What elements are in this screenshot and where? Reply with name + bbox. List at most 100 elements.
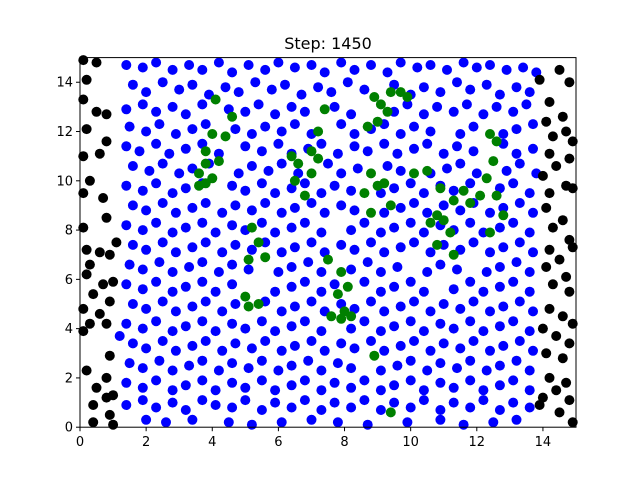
data-point (151, 57, 162, 68)
data-point (336, 313, 347, 324)
data-point (78, 222, 89, 233)
data-point (299, 316, 310, 327)
data-point (551, 385, 562, 396)
data-point (435, 183, 446, 194)
data-point (230, 239, 241, 250)
data-point (514, 198, 525, 208)
data-point (452, 363, 462, 374)
data-point (409, 143, 419, 154)
data-point (167, 286, 178, 297)
data-point (435, 358, 446, 369)
data-point (141, 205, 152, 216)
data-point (81, 244, 92, 255)
data-point (491, 101, 502, 112)
data-point (438, 200, 449, 211)
data-point (468, 121, 479, 132)
data-point (323, 158, 333, 169)
series-0 (114, 57, 542, 430)
data-point (346, 225, 357, 236)
data-point (299, 217, 310, 228)
data-point (392, 148, 403, 159)
data-point (342, 77, 353, 88)
data-point (375, 99, 386, 110)
data-point (494, 321, 505, 332)
data-point (547, 279, 558, 290)
data-point (184, 262, 195, 272)
data-point (104, 296, 115, 307)
data-point (511, 414, 522, 425)
data-point (243, 363, 254, 374)
data-point (81, 74, 92, 85)
data-point (299, 106, 310, 117)
data-point (551, 161, 562, 171)
data-point (286, 151, 297, 162)
data-point (180, 380, 191, 391)
data-point (544, 188, 555, 199)
data-point (468, 146, 479, 157)
data-point (293, 158, 304, 169)
data-point (465, 217, 476, 228)
data-point (329, 397, 340, 408)
data-point (306, 414, 317, 425)
data-point (141, 303, 152, 314)
data-point (557, 111, 568, 122)
data-point (392, 262, 403, 272)
data-point (167, 326, 178, 337)
data-point (124, 121, 135, 132)
data-point (362, 121, 373, 132)
data-point (567, 318, 578, 329)
data-point (240, 382, 251, 393)
data-point (200, 237, 211, 248)
data-point (564, 395, 575, 406)
data-point (256, 375, 267, 386)
data-point (316, 138, 327, 149)
data-point (273, 138, 284, 149)
data-point (217, 345, 228, 356)
data-point (528, 345, 538, 356)
data-point (465, 316, 476, 327)
data-point (448, 382, 459, 393)
data-point (253, 299, 264, 309)
y-tick-label: 8 (65, 224, 73, 239)
data-point (306, 296, 317, 307)
data-point (452, 264, 462, 275)
data-point (379, 306, 390, 317)
data-point (326, 87, 337, 98)
data-point (137, 363, 148, 374)
data-point (260, 336, 271, 346)
data-point (144, 165, 155, 176)
data-point (210, 227, 221, 238)
data-point (223, 417, 234, 428)
y-tick-label: 4 (65, 322, 73, 337)
data-point (448, 323, 459, 334)
data-point (194, 168, 204, 179)
data-point (137, 284, 148, 295)
series-1 (194, 87, 509, 418)
data-point (455, 158, 466, 169)
data-point (299, 178, 310, 189)
data-point (418, 109, 429, 120)
data-point (213, 57, 224, 68)
data-point (432, 101, 443, 112)
data-point (303, 257, 314, 268)
data-point (389, 397, 400, 408)
data-point (227, 377, 238, 388)
data-point (101, 372, 112, 383)
data-point (127, 79, 138, 90)
data-point (167, 385, 178, 396)
data-point (167, 101, 178, 112)
data-point (256, 146, 267, 157)
x-tick-label: 8 (340, 435, 348, 450)
data-point (227, 180, 238, 191)
data-point (84, 318, 95, 329)
data-point (170, 247, 181, 258)
data-point (306, 60, 317, 70)
data-point (349, 205, 360, 216)
data-point (352, 163, 363, 174)
data-point (567, 242, 578, 253)
y-axis: 0 2 4 6 8 10 12 14 (56, 76, 80, 436)
data-point (375, 227, 386, 238)
data-point (409, 237, 419, 248)
data-point (114, 331, 125, 341)
data-point (121, 377, 132, 388)
